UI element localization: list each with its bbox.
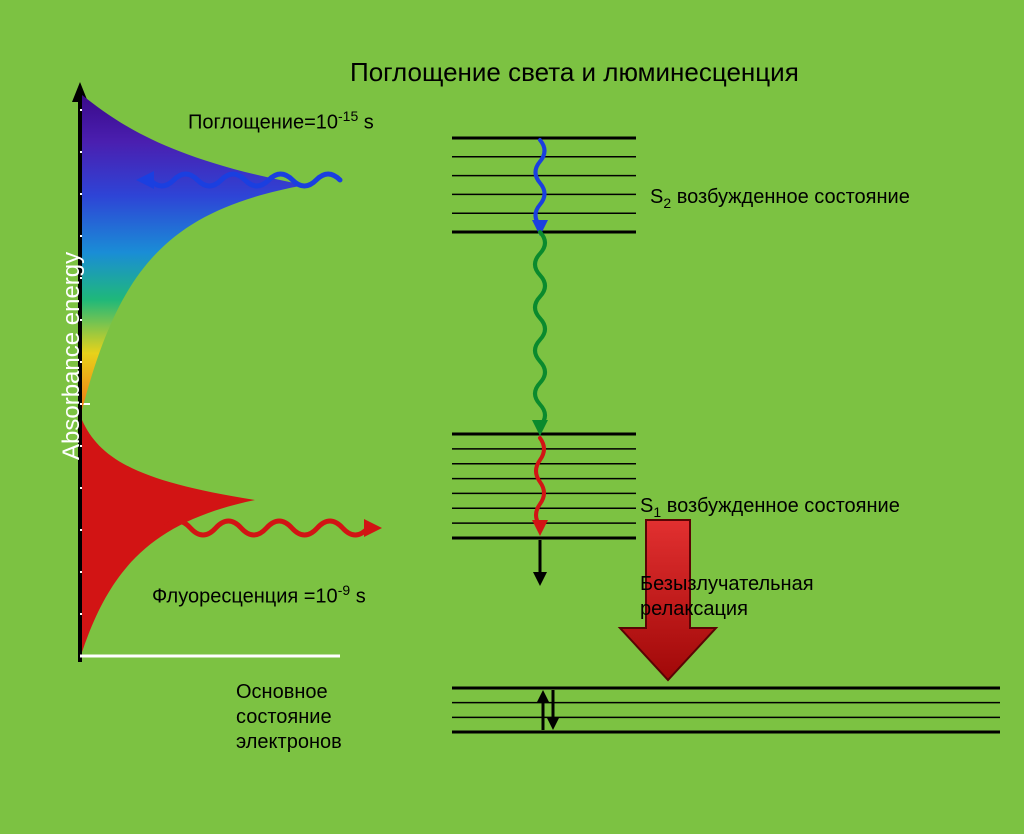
diagram-title: Поглощение света и люминесценция — [350, 56, 799, 89]
fluorescence-time-label: Флуоресценция =10-9 s — [152, 582, 366, 610]
nonradiative-label: Безызлучательная релаксация — [640, 572, 814, 622]
background — [0, 0, 1024, 834]
s2-state-label: S2 возбужденное состояние — [650, 185, 910, 213]
s1-state-label: S1 возбужденное состояние — [640, 494, 900, 522]
ground-state-label: Основное состояние электронов — [236, 680, 342, 755]
absorption-time-label: Поглощение=10-15 s — [188, 108, 374, 136]
y-axis-label: Absorbance energy — [58, 252, 86, 460]
